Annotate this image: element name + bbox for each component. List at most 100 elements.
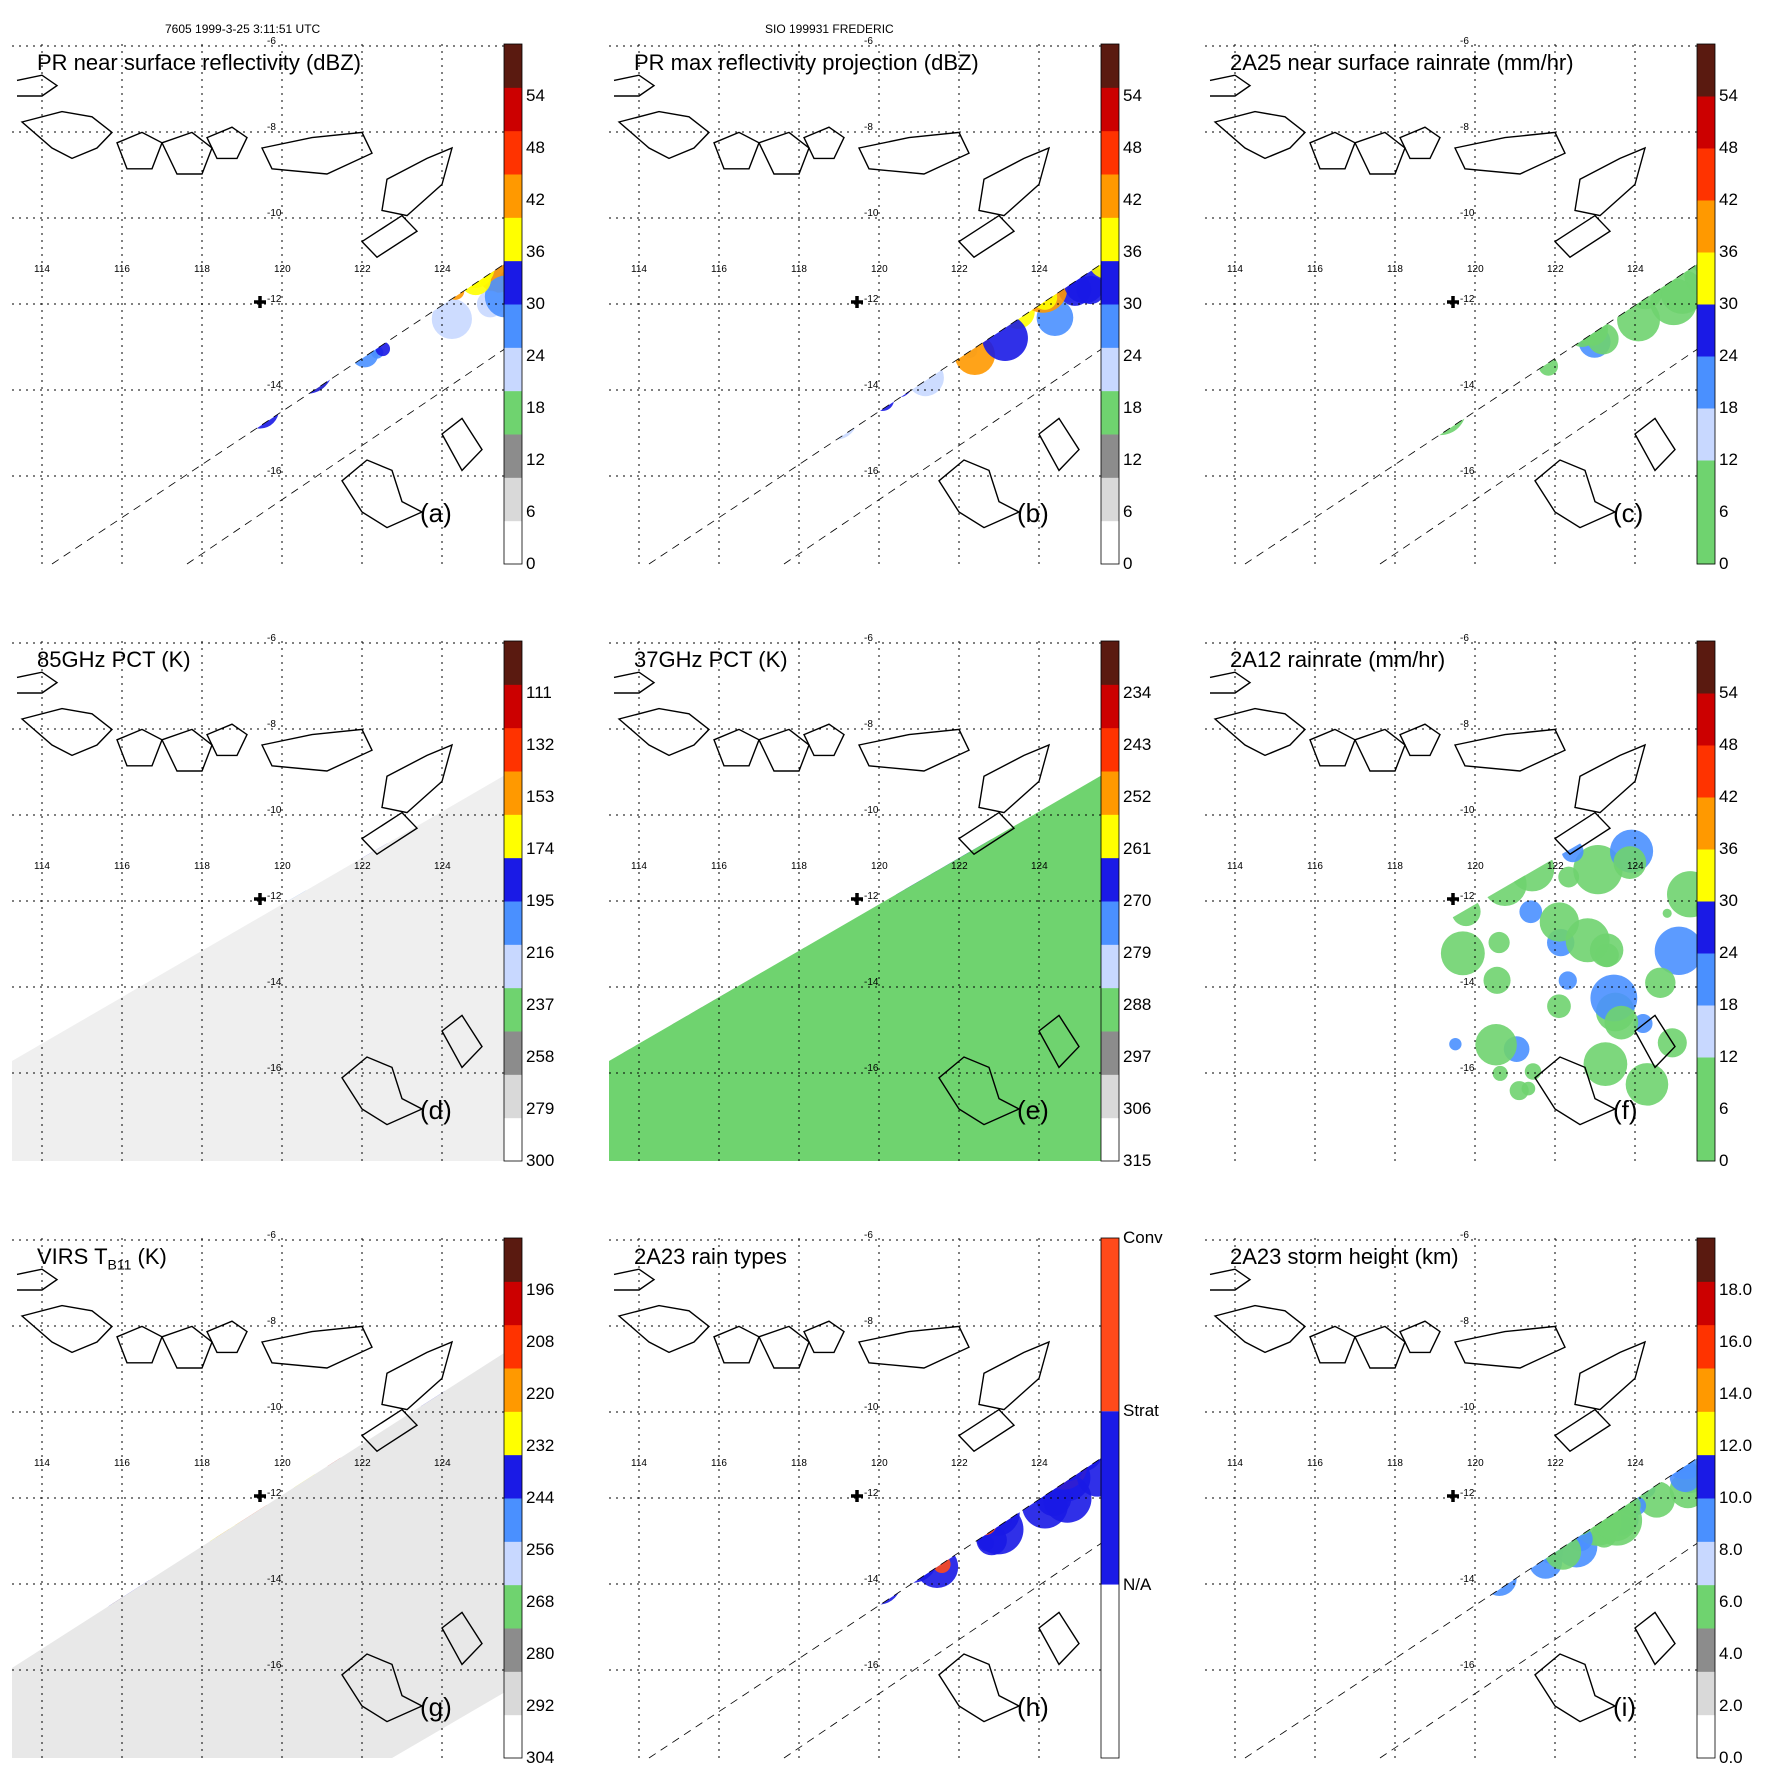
coastlines — [16, 671, 483, 1126]
panel-title: 85GHz PCT (K) — [37, 647, 191, 672]
lon-tick-label: 116 — [114, 861, 130, 872]
colorbar-tick-label: 18.0 — [1719, 1280, 1753, 1299]
colorbar-tick-label: 36 — [1719, 839, 1738, 858]
lat-tick-label: -12 — [864, 891, 879, 902]
lat-tick-label: -8 — [864, 1316, 873, 1327]
lon-tick-label: 122 — [1547, 264, 1564, 275]
graticule — [1205, 44, 1705, 564]
lon-tick-label: 116 — [711, 264, 727, 275]
colorbar-tick-label: 237 — [526, 995, 555, 1014]
storm-center-marker — [851, 893, 863, 905]
lon-tick-label: 122 — [951, 861, 968, 872]
colorbar-tick-label: 256 — [526, 1540, 555, 1559]
map-panel-f: -6 -8 -10 -12 -14 -16 114 116 118 120 122 124 2A12 r… — [1193, 625, 1753, 1185]
lon-tick-label: 114 — [1227, 264, 1243, 275]
lat-tick-label: -16 — [1460, 1660, 1475, 1671]
colorbar-tick-label: 6 — [1719, 502, 1729, 521]
colorbar-tick-label: 24 — [1719, 943, 1738, 962]
lon-tick-label: 114 — [34, 861, 50, 872]
lon-tick-label: 124 — [1031, 264, 1048, 275]
lon-tick-label: 116 — [711, 1458, 727, 1469]
lon-tick-label: 124 — [1627, 861, 1644, 872]
lat-tick-label: -12 — [1460, 294, 1475, 305]
lon-tick-label: 122 — [1547, 1458, 1564, 1469]
colorbar-tick-label: 244 — [526, 1488, 555, 1507]
lon-tick-label: 114 — [631, 1458, 647, 1469]
colorbar-tick-label: 252 — [1123, 787, 1152, 806]
colorbar-tick-label: 24 — [1719, 346, 1738, 365]
lon-tick-label: 124 — [1627, 264, 1644, 275]
colorbar-tick-label: 12 — [1719, 1047, 1738, 1066]
lat-tick-label: -16 — [864, 1063, 879, 1074]
lat-tick-label: -8 — [1460, 719, 1469, 730]
lat-tick-label: -10 — [864, 208, 879, 219]
lat-tick-label: -10 — [267, 805, 282, 816]
lat-tick-label: -6 — [267, 36, 276, 47]
lon-tick-label: 118 — [194, 861, 210, 872]
panel-letter-label: (d) — [420, 1095, 452, 1125]
colorbar-tick-label: 243 — [1123, 735, 1152, 754]
lat-tick-label: -10 — [1460, 208, 1475, 219]
colorbar-tick-label: 234 — [1123, 683, 1152, 702]
colorbar-tick-label: 54 — [526, 86, 545, 105]
panel-title: PR max reflectivity projection (dBZ) — [634, 50, 979, 75]
header-center: SIO 199931 FREDERIC — [765, 22, 894, 36]
coastlines — [613, 1268, 1080, 1723]
lat-tick-label: -10 — [267, 208, 282, 219]
colorbar-tick-label: 30 — [1123, 294, 1142, 313]
lat-tick-label: -12 — [267, 1488, 282, 1499]
lat-tick-label: -8 — [267, 1316, 276, 1327]
colorbar-tick-label: 14.0 — [1719, 1384, 1753, 1403]
graticule — [609, 641, 1109, 1161]
lon-tick-label: 120 — [871, 264, 888, 275]
colorbar-tick-label: 16.0 — [1719, 1332, 1753, 1351]
colorbar-tick-label: 195 — [526, 891, 555, 910]
colorbar-tick-label: 216 — [526, 943, 555, 962]
colorbar-tick-label: 36 — [1719, 242, 1738, 261]
colorbar-tick-label: 232 — [526, 1436, 555, 1455]
lon-tick-label: 114 — [1227, 861, 1243, 872]
lat-tick-label: -6 — [864, 633, 873, 644]
lat-tick-label: -16 — [864, 466, 879, 477]
colorbar-tick-label: Conv — [1123, 1228, 1163, 1247]
colorbar-tick-label: 18 — [526, 398, 545, 417]
panel-title: 2A23 rain types — [634, 1244, 787, 1269]
colorbar-tick-label: 0 — [526, 554, 536, 573]
lat-tick-label: -8 — [267, 719, 276, 730]
lon-tick-label: 118 — [791, 1458, 807, 1469]
graticule — [1205, 641, 1705, 1161]
lon-tick-label: 114 — [34, 1458, 50, 1469]
colorbar-tick-label: 0 — [1123, 554, 1133, 573]
swath-field — [12, 771, 512, 1161]
lon-tick-label: 116 — [114, 264, 130, 275]
lat-tick-label: -12 — [267, 891, 282, 902]
coastlines — [613, 671, 1080, 1126]
lon-tick-label: 114 — [631, 264, 647, 275]
colorbar-tick-label: 24 — [526, 346, 545, 365]
panel-letter-label: (i) — [1613, 1692, 1637, 1722]
lon-tick-label: 120 — [871, 861, 888, 872]
lat-tick-label: -6 — [267, 633, 276, 644]
colorbar-tick-label: 297 — [1123, 1047, 1152, 1066]
panel-title: VIRS TB11 (K) — [37, 1244, 167, 1273]
storm-center-marker — [1447, 893, 1459, 905]
colorbar-tick-label: 36 — [1123, 242, 1142, 261]
lat-tick-label: -12 — [1460, 1488, 1475, 1499]
coastlines — [1209, 74, 1676, 529]
lat-tick-label: -16 — [267, 1660, 282, 1671]
colorbar — [1696, 640, 1716, 1162]
colorbar-tick-label: 0 — [1719, 554, 1729, 573]
lat-tick-label: -16 — [1460, 1063, 1475, 1074]
colorbar-tick-label: 8.0 — [1719, 1540, 1743, 1559]
map-panel-g: -6 -8 -10 -12 -14 -16 114 116 118 120 122 124 VIRS T… — [0, 1222, 560, 1782]
colorbar-tick-label: 30 — [1719, 294, 1738, 313]
colorbar-tick-label: 18 — [1719, 995, 1738, 1014]
panel-title: 37GHz PCT (K) — [634, 647, 788, 672]
lon-tick-label: 120 — [274, 264, 291, 275]
colorbar-tick-label: 6 — [1719, 1099, 1729, 1118]
colorbar-tick-label: 280 — [526, 1644, 555, 1663]
coastlines — [613, 74, 1080, 529]
panel-title: 2A12 rainrate (mm/hr) — [1230, 647, 1446, 672]
colorbar — [503, 1237, 523, 1759]
colorbar-tick-label: Strat — [1123, 1401, 1159, 1421]
